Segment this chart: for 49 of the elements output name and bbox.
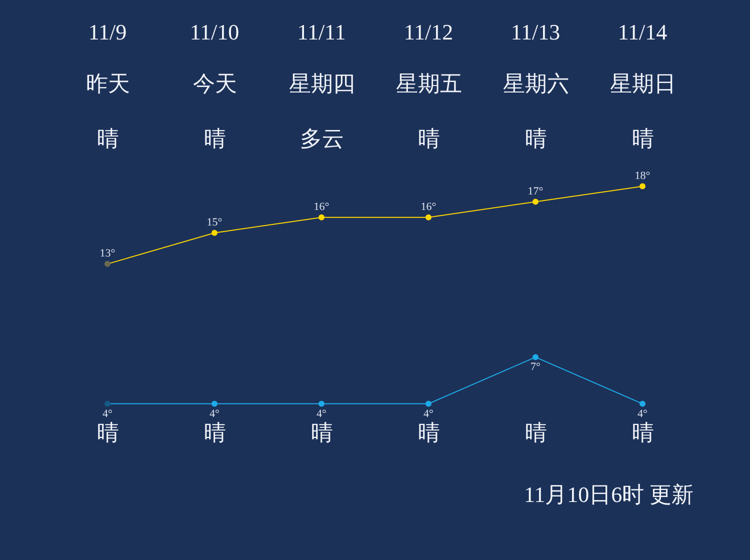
text: 晴	[632, 420, 654, 445]
text: 星期四	[289, 71, 355, 96]
data-label: 4°	[424, 408, 434, 420]
text: 晴	[418, 126, 440, 151]
point	[212, 400, 218, 407]
text: 晴	[97, 420, 119, 445]
text: 星期六	[503, 71, 569, 96]
data-label: 17°	[528, 185, 544, 198]
data-label: 4°	[210, 408, 220, 420]
point	[104, 260, 110, 267]
point	[426, 400, 432, 407]
text: 晴	[632, 126, 654, 151]
data-label: 4°	[316, 408, 326, 420]
x-tick-label: 11/12	[404, 20, 454, 45]
data-label: 4°	[102, 408, 112, 420]
data-label: 4°	[638, 408, 648, 420]
text: 晴	[97, 126, 119, 151]
text: 晴	[525, 126, 547, 151]
point	[640, 183, 646, 190]
text: 昨天	[86, 71, 130, 96]
text: 晴	[204, 126, 226, 151]
x-tick-label: 11/10	[190, 20, 240, 45]
text: 今天	[193, 71, 237, 96]
text: 星期五	[396, 71, 462, 96]
x-tick-label: 11/14	[618, 20, 668, 45]
text: 晴	[525, 420, 547, 445]
text: 晴	[311, 420, 333, 445]
data-label: 7°	[530, 361, 540, 374]
data-label: 16°	[420, 200, 436, 213]
text: 晴	[418, 420, 440, 445]
point	[640, 400, 646, 407]
data-label: 13°	[100, 247, 116, 260]
data-label: 18°	[634, 170, 650, 182]
x-tick-label: 11/11	[297, 20, 346, 45]
point	[426, 214, 432, 220]
data-label: 16°	[314, 200, 330, 213]
x-tick-label: 11/9	[88, 20, 127, 45]
text: 多云	[300, 126, 344, 151]
x-tick-label: 11/13	[510, 20, 560, 45]
point	[212, 230, 218, 236]
point	[104, 400, 110, 407]
text: 11月10日6时 更新	[524, 482, 694, 507]
point	[532, 354, 538, 360]
point	[318, 400, 324, 407]
data-label: 15°	[206, 216, 222, 228]
point	[532, 198, 538, 205]
text: 晴	[204, 420, 226, 445]
text: 星期日	[610, 71, 676, 96]
point	[318, 214, 324, 220]
